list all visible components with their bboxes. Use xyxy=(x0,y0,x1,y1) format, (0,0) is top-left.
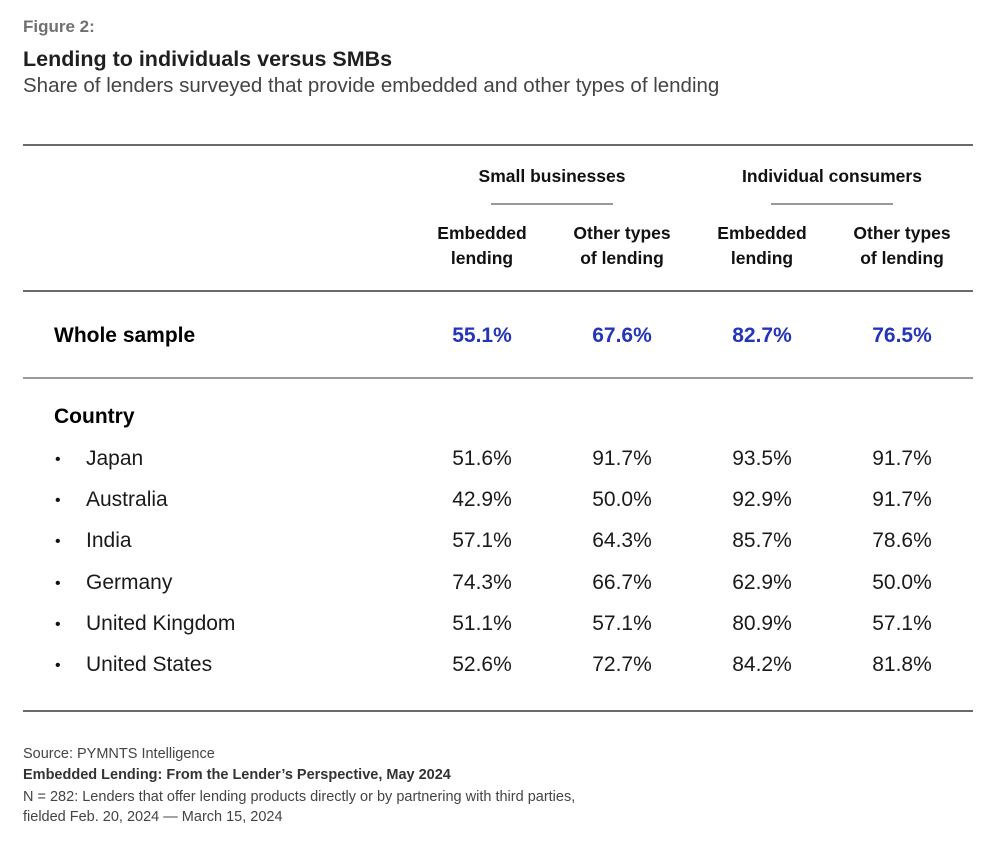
country-label: Germany xyxy=(86,571,173,594)
footer-note-line1: N = 282: Lenders that offer lending prod… xyxy=(23,789,576,805)
group-rule-small-businesses xyxy=(491,203,613,205)
table-cell: 50.0% xyxy=(592,488,652,511)
table-cell: 42.9% xyxy=(452,488,512,511)
column-header-line1: Other types xyxy=(573,223,671,243)
bullet-icon: • xyxy=(55,451,61,468)
table-cell: 57.1% xyxy=(592,612,652,635)
table-cell: 84.2% xyxy=(732,653,792,676)
table-cell: 57.1% xyxy=(872,612,932,635)
column-header-line1: Other types xyxy=(853,223,951,243)
figure-label: Figure 2: xyxy=(23,17,95,36)
table-cell: 52.6% xyxy=(452,653,512,676)
table-cell: 57.1% xyxy=(452,529,512,552)
table-cell: 51.6% xyxy=(452,447,512,470)
footer-report: Embedded Lending: From the Lender’s Pers… xyxy=(23,767,451,783)
country-label: Japan xyxy=(86,447,144,470)
whole-sample-label: Whole sample xyxy=(54,324,196,347)
table-cell: 93.5% xyxy=(732,447,792,470)
footer-note-line2: fielded Feb. 20, 2024 — March 15, 2024 xyxy=(23,809,283,825)
table-cell: 62.9% xyxy=(732,571,792,594)
whole-sample-cell: 82.7% xyxy=(732,324,792,347)
column-header-ic-embedded: Embedded lending xyxy=(692,221,832,271)
whole-sample-cell: 67.6% xyxy=(592,324,652,347)
table-cell: 91.7% xyxy=(872,447,932,470)
bullet-icon: • xyxy=(55,575,61,592)
column-header-line2: of lending xyxy=(580,248,664,268)
whole-sample-cell: 76.5% xyxy=(872,324,932,347)
country-label: India xyxy=(86,529,132,552)
table-cell: 81.8% xyxy=(872,653,932,676)
table-cell: 66.7% xyxy=(592,571,652,594)
table-cell: 85.7% xyxy=(732,529,792,552)
table-cell: 92.9% xyxy=(732,488,792,511)
header-rule xyxy=(23,290,973,292)
whole-sample-rule xyxy=(23,377,973,379)
country-label: Australia xyxy=(86,488,168,511)
country-label: United Kingdom xyxy=(86,612,236,635)
footer-source: Source: PYMNTS Intelligence xyxy=(23,746,215,762)
column-header-sb-embedded: Embedded lending xyxy=(412,221,552,271)
table-cell: 91.7% xyxy=(592,447,652,470)
top-rule xyxy=(23,144,973,146)
column-header-line2: lending xyxy=(730,248,794,268)
group-rule-individual-consumers xyxy=(771,203,893,205)
table-cell: 91.7% xyxy=(872,488,932,511)
group-header-small-businesses: Small businesses xyxy=(478,166,626,186)
column-header-line2: lending xyxy=(450,248,514,268)
table-cell: 51.1% xyxy=(452,612,512,635)
country-label: United States xyxy=(86,653,213,676)
column-header-ic-other: Other types of lending xyxy=(832,221,972,271)
country-section-label: Country xyxy=(54,405,135,428)
column-header-line2: of lending xyxy=(860,248,944,268)
whole-sample-cell: 55.1% xyxy=(452,324,512,347)
column-header-line1: Embedded xyxy=(437,223,527,243)
table-cell: 80.9% xyxy=(732,612,792,635)
bottom-rule xyxy=(23,710,973,712)
chart-title: Lending to individuals versus SMBs xyxy=(23,47,393,71)
table-cell: 74.3% xyxy=(452,571,512,594)
bullet-icon: • xyxy=(55,616,61,633)
table-cell: 72.7% xyxy=(592,653,652,676)
bullet-icon: • xyxy=(55,533,61,550)
column-header-line1: Embedded xyxy=(717,223,807,243)
group-header-individual-consumers: Individual consumers xyxy=(742,166,922,186)
table-cell: 78.6% xyxy=(872,529,932,552)
bullet-icon: • xyxy=(55,657,61,674)
chart-subtitle: Share of lenders surveyed that provide e… xyxy=(23,74,720,97)
table-cell: 50.0% xyxy=(872,571,932,594)
bullet-icon: • xyxy=(55,492,61,509)
table-cell: 64.3% xyxy=(592,529,652,552)
column-header-sb-other: Other types of lending xyxy=(552,221,692,271)
